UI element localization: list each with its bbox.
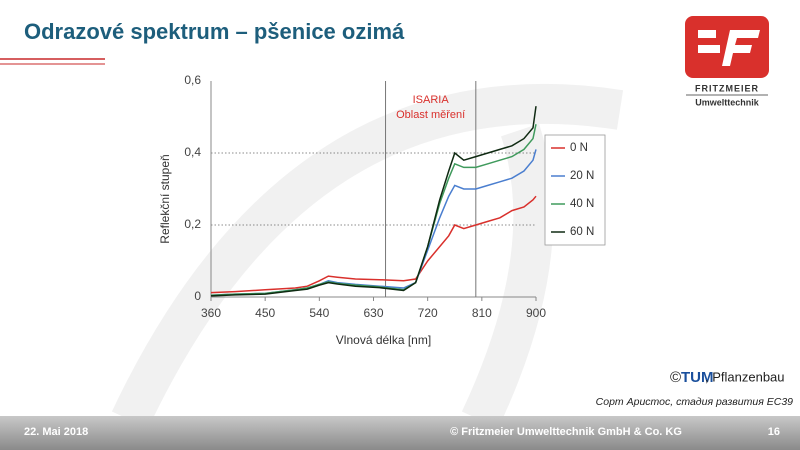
- x-axis-label: Vlnová délka [nm]: [336, 333, 431, 347]
- title-rule: [0, 58, 105, 65]
- credit-logo: TUM: [681, 369, 714, 386]
- legend-label: 60 N: [570, 226, 594, 238]
- footer-company: © Fritzmeier Umwelttechnik GmbH & Co. KG: [450, 426, 682, 438]
- x-tick-label: 720: [418, 306, 438, 320]
- credit-symbol: ©: [670, 369, 681, 386]
- footer-date: 22. Mai 2018: [24, 426, 88, 438]
- x-tick-label: 360: [201, 306, 221, 320]
- y-tick-label: 0: [194, 289, 201, 303]
- x-tick-label: 810: [472, 306, 492, 320]
- x-tick-label: 900: [526, 306, 546, 320]
- footer-bar: [0, 416, 800, 450]
- slide-title: Odrazové spektrum – pšenice ozimá: [24, 19, 405, 44]
- chart: 0 0,2 0,4 0,6 360 450 540 630 720 810 900 Vlnová dé…: [158, 73, 606, 347]
- footer-page: 16: [768, 426, 780, 438]
- legend-box: [544, 134, 606, 246]
- company-logo: FRITZMEIER Umwelttechnik: [685, 16, 769, 107]
- series-line: [210, 106, 537, 297]
- series-line: [210, 195, 537, 294]
- caption: Сорт Аристос, стадия развития ЕС39: [596, 396, 793, 408]
- logo-sub: Umwelttechnik: [695, 97, 760, 107]
- legend-label: 40 N: [570, 198, 594, 210]
- legend-label: 20 N: [570, 170, 594, 182]
- y-tick-label: 0,4: [184, 145, 201, 159]
- x-tick-label: 450: [255, 306, 275, 320]
- logo-name: FRITZMEIER: [695, 83, 759, 93]
- y-axis-label: Reflekční stupeň: [158, 154, 172, 243]
- background-swoosh: [111, 83, 624, 429]
- y-tick-label: 0,6: [184, 73, 201, 87]
- credit-text: , Pflanzenbau: [705, 369, 785, 384]
- region-label: ISARIA: [413, 94, 450, 106]
- x-tick-label: 540: [309, 306, 329, 320]
- y-tick-label: 0,2: [184, 217, 201, 231]
- x-tick-label: 630: [363, 306, 383, 320]
- region-label: Oblast měření: [396, 109, 465, 121]
- legend-label: 0 N: [570, 142, 588, 154]
